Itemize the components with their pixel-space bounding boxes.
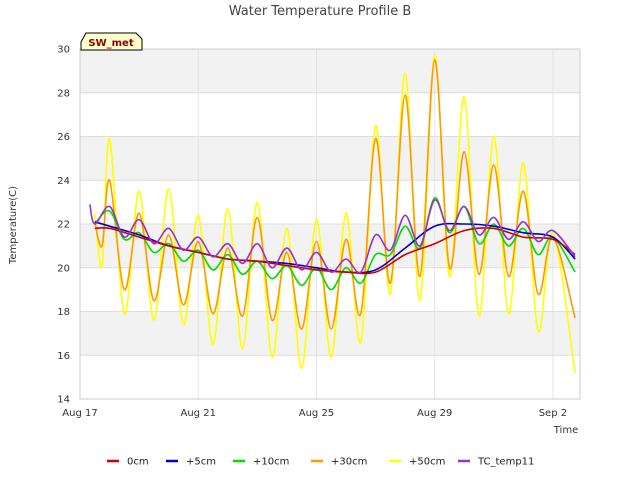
band-24-26: [80, 136, 580, 181]
x-tick-label: Sep 2: [539, 408, 567, 419]
band-28-30: [80, 49, 580, 93]
chart-title: Water Temperature Profile B: [229, 4, 412, 19]
legend-label-5cm: +5cm: [186, 457, 216, 468]
x-axis-label: Time: [553, 425, 578, 436]
y-tick-label: 22: [57, 220, 70, 231]
y-tick-label: 30: [57, 45, 70, 56]
legend-label-50cm: +50cm: [409, 457, 445, 468]
series-line-30cm: [94, 59, 576, 330]
sw-met-badge-box: [80, 32, 143, 51]
y-axis-ticks: 14 16 18 20 22 24 26 28 30: [57, 45, 70, 406]
legend-label-30cm: +30cm: [331, 457, 367, 468]
x-tick-label: Aug 17: [62, 408, 97, 419]
x-tick-label: Aug 21: [181, 408, 216, 419]
sw-met-badge-label: SW_met: [88, 38, 133, 49]
x-tick-label: Aug 29: [417, 408, 452, 419]
legend-label-tc-temp11: TC_temp11: [477, 457, 534, 468]
plot-frame: [79, 48, 581, 400]
y-tick-label: 24: [57, 176, 70, 187]
band-26-28: [80, 92, 580, 137]
y-axis-label: Temperature(C): [8, 186, 19, 265]
legend: 0cm +5cm +10cm +30cm +50cm TC_temp11: [107, 457, 534, 468]
x-tick-label: Aug 25: [299, 408, 334, 419]
y-tick-label: 14: [57, 395, 70, 406]
y-tick-label: 28: [57, 88, 70, 99]
x-axis-ticks: Aug 17 Aug 21 Aug 25 Aug 29 Sep 2: [62, 408, 567, 419]
band-22-24: [80, 180, 580, 224]
series-layer: [89, 54, 576, 373]
band-14-16: [80, 355, 580, 399]
y-tick-label: 16: [57, 351, 70, 362]
band-16-18: [80, 311, 580, 356]
sw-met-badge: SW_met: [80, 32, 143, 51]
y-tick-label: 20: [57, 263, 70, 274]
legend-label-0cm: 0cm: [127, 457, 149, 468]
y-tick-label: 18: [57, 307, 70, 318]
y-tick-label: 26: [57, 132, 70, 143]
legend-label-10cm: +10cm: [253, 457, 289, 468]
series-line-tc-temp11: [89, 199, 576, 274]
